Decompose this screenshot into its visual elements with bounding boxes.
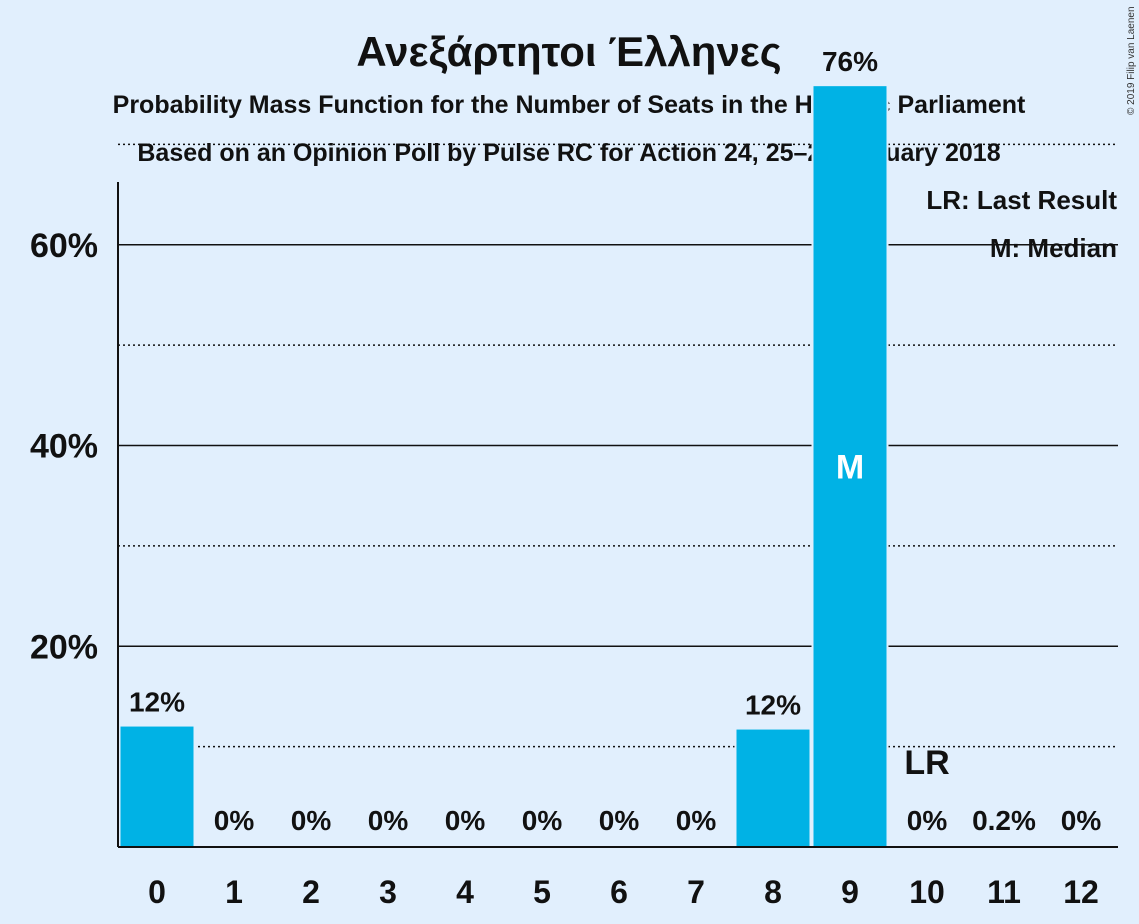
median-marker: M bbox=[836, 449, 864, 487]
x-tick-label: 3 bbox=[379, 874, 397, 910]
x-tick-label: 4 bbox=[456, 874, 474, 910]
bars bbox=[118, 86, 889, 848]
x-tick-label: 7 bbox=[687, 874, 705, 910]
copyright-notice: © 2019 Filip van Laenen bbox=[1126, 6, 1137, 115]
value-label: 0% bbox=[676, 805, 717, 836]
x-tick-label: 9 bbox=[841, 874, 859, 910]
bar-seats-9 bbox=[813, 86, 887, 848]
y-tick-label: 40% bbox=[30, 428, 98, 466]
legend-entry: M: Median bbox=[990, 233, 1117, 263]
x-tick-label: 0 bbox=[148, 874, 166, 910]
value-label: 0% bbox=[907, 805, 948, 836]
value-label: 0% bbox=[214, 805, 255, 836]
last-result-marker: LR bbox=[904, 744, 949, 782]
value-label: 0% bbox=[445, 805, 486, 836]
legend-entry: LR: Last Result bbox=[926, 185, 1117, 215]
chart-title: Ανεξάρτητοι Έλληνες bbox=[356, 28, 781, 75]
value-label: 12% bbox=[129, 687, 185, 718]
value-label: 0% bbox=[368, 805, 409, 836]
value-label: 0.2% bbox=[972, 805, 1036, 836]
value-label: 76% bbox=[822, 46, 878, 77]
x-tick-label: 6 bbox=[610, 874, 628, 910]
value-label: 0% bbox=[522, 805, 563, 836]
axes bbox=[117, 182, 1118, 848]
y-tick-label: 20% bbox=[30, 628, 98, 666]
value-label: 0% bbox=[291, 805, 332, 836]
x-tick-label: 11 bbox=[987, 874, 1021, 910]
x-tick-label: 2 bbox=[302, 874, 320, 910]
x-tick-label: 8 bbox=[764, 874, 782, 910]
value-label: 12% bbox=[745, 690, 801, 721]
x-tick-label: 10 bbox=[909, 874, 945, 910]
x-tick-label: 5 bbox=[533, 874, 551, 910]
value-label: 0% bbox=[1061, 805, 1102, 836]
value-labels: 12% 0 0% 1 0% 2 0% 3 0% 4 0% 5 0% 6 0% 7 12% 8 76% 9 0% 10 0.2… bbox=[129, 46, 1101, 910]
bar-seats-0 bbox=[120, 726, 194, 847]
chart-subtitle: Probability Mass Function for the Number… bbox=[113, 91, 1026, 119]
legend: LR: Last Result M: Median bbox=[926, 185, 1117, 263]
x-tick-label: 12 bbox=[1063, 874, 1099, 910]
y-tick-label: 60% bbox=[30, 227, 98, 265]
gridlines: 20% 40% 60% bbox=[30, 143, 1118, 748]
x-tick-label: 1 bbox=[225, 874, 243, 910]
bar-seats-8 bbox=[736, 729, 810, 847]
value-label: 0% bbox=[599, 805, 640, 836]
